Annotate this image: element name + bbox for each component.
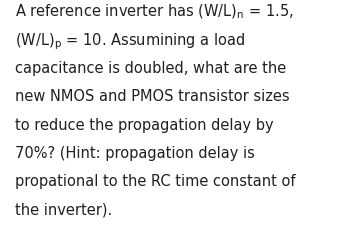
Text: new NMOS and PMOS transistor sizes: new NMOS and PMOS transistor sizes <box>15 89 289 104</box>
Text: propational to the RC time constant of: propational to the RC time constant of <box>15 174 295 189</box>
Text: A reference inverter has (W/L)$_\mathregular{n}$ = 1.5,: A reference inverter has (W/L)$_\mathreg… <box>15 3 293 22</box>
Text: capacitance is doubled, what are the: capacitance is doubled, what are the <box>15 61 286 76</box>
Text: the inverter).: the inverter). <box>15 202 112 217</box>
Text: to reduce the propagation delay by: to reduce the propagation delay by <box>15 118 273 133</box>
Text: 70%? (Hint: propagation delay is: 70%? (Hint: propagation delay is <box>15 146 254 161</box>
Text: (W/L)$_\mathregular{p}$ = 10. Assumining a load: (W/L)$_\mathregular{p}$ = 10. Assumining… <box>15 31 245 52</box>
